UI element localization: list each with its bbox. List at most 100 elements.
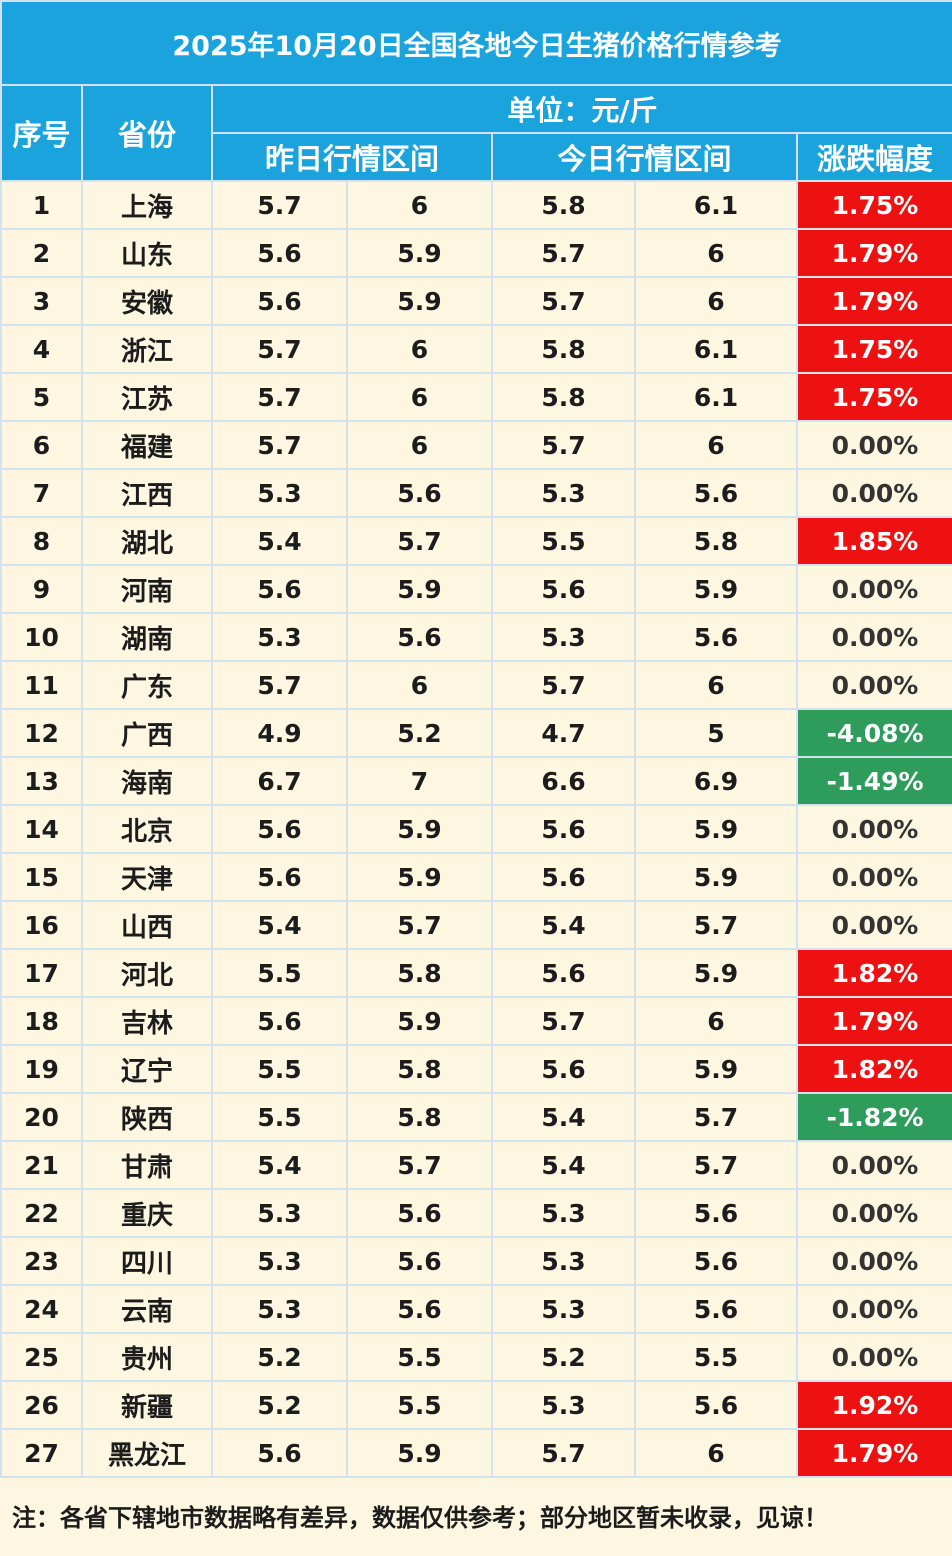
row-yesterday-high: 5.6 <box>346 1284 493 1334</box>
row-yesterday-low: 5.5 <box>211 948 348 998</box>
table-row: 21 甘肃 5.4 5.7 5.4 5.7 0.00% <box>0 1140 952 1190</box>
row-yesterday-high: 6 <box>346 420 493 470</box>
row-yesterday-low: 5.6 <box>211 276 348 326</box>
row-today-high: 5.6 <box>634 1380 798 1430</box>
header-yesterday-range: 昨日行情区间 <box>211 132 493 182</box>
header-row-2: 昨日行情区间 今日行情区间 涨跌幅度 <box>1 132 952 182</box>
row-yesterday-low: 6.7 <box>211 756 348 806</box>
row-today-high: 6 <box>634 996 798 1046</box>
price-table: 2025年10月20日全国各地今日生猪价格行情参考 序号 省份 单位：元/斤 昨… <box>0 0 952 1478</box>
row-today-high: 5.9 <box>634 804 798 854</box>
row-today-low: 5.8 <box>491 180 636 230</box>
row-today-low: 5.3 <box>491 612 636 662</box>
row-province: 新疆 <box>81 1380 213 1430</box>
footnote: 注：各省下辖地市数据略有差异，数据仅供参考；部分地区暂未收录，见谅！ <box>0 1480 952 1556</box>
row-yesterday-low: 5.4 <box>211 1140 348 1190</box>
row-today-high: 5.5 <box>634 1332 798 1382</box>
row-today-high: 5.7 <box>634 1140 798 1190</box>
header-index: 序号 <box>0 84 83 182</box>
header-change: 涨跌幅度 <box>796 132 952 182</box>
row-yesterday-high: 6 <box>346 180 493 230</box>
row-yesterday-high: 5.5 <box>346 1332 493 1382</box>
row-change: 0.00% <box>796 804 952 854</box>
row-today-high: 6 <box>634 228 798 278</box>
row-today-low: 5.8 <box>491 324 636 374</box>
table-row: 6 福建 5.7 6 5.7 6 0.00% <box>0 420 952 470</box>
header-unit: 单位：元/斤 <box>211 84 952 134</box>
page-title: 2025年10月20日全国各地今日生猪价格行情参考 <box>0 0 952 86</box>
row-yesterday-low: 5.7 <box>211 180 348 230</box>
row-yesterday-high: 5.8 <box>346 1092 493 1142</box>
row-index: 11 <box>0 660 83 710</box>
row-today-high: 6 <box>634 420 798 470</box>
row-change: 1.82% <box>796 948 952 998</box>
row-yesterday-high: 5.8 <box>346 1044 493 1094</box>
row-yesterday-high: 6 <box>346 372 493 422</box>
row-index: 9 <box>0 564 83 614</box>
table-row: 27 黑龙江 5.6 5.9 5.7 6 1.79% <box>0 1428 952 1478</box>
row-today-low: 5.3 <box>491 468 636 518</box>
row-yesterday-high: 5.9 <box>346 1428 493 1478</box>
row-province: 云南 <box>81 1284 213 1334</box>
row-today-high: 5.9 <box>634 564 798 614</box>
row-change: 0.00% <box>796 1236 952 1286</box>
row-change: 1.79% <box>796 996 952 1046</box>
row-today-high: 6.1 <box>634 180 798 230</box>
table-row: 22 重庆 5.3 5.6 5.3 5.6 0.00% <box>0 1188 952 1238</box>
row-province: 甘肃 <box>81 1140 213 1190</box>
row-today-low: 5.2 <box>491 1332 636 1382</box>
row-province: 广西 <box>81 708 213 758</box>
row-today-low: 5.6 <box>491 948 636 998</box>
table-row: 12 广西 4.9 5.2 4.7 5 -4.08% <box>0 708 952 758</box>
row-index: 25 <box>0 1332 83 1382</box>
row-change: 0.00% <box>796 1188 952 1238</box>
row-index: 21 <box>0 1140 83 1190</box>
row-index: 23 <box>0 1236 83 1286</box>
row-today-high: 5.9 <box>634 852 798 902</box>
row-province: 重庆 <box>81 1188 213 1238</box>
table-row: 4 浙江 5.7 6 5.8 6.1 1.75% <box>0 324 952 374</box>
row-yesterday-high: 5.7 <box>346 516 493 566</box>
row-today-low: 5.3 <box>491 1284 636 1334</box>
table-row: 23 四川 5.3 5.6 5.3 5.6 0.00% <box>0 1236 952 1286</box>
row-index: 2 <box>0 228 83 278</box>
row-index: 4 <box>0 324 83 374</box>
row-today-low: 5.5 <box>491 516 636 566</box>
row-change: 0.00% <box>796 420 952 470</box>
row-yesterday-low: 5.6 <box>211 1428 348 1478</box>
row-province: 天津 <box>81 852 213 902</box>
row-yesterday-high: 5.9 <box>346 228 493 278</box>
row-index: 7 <box>0 468 83 518</box>
row-today-low: 4.7 <box>491 708 636 758</box>
row-today-high: 5.6 <box>634 468 798 518</box>
row-index: 1 <box>0 180 83 230</box>
row-yesterday-low: 5.2 <box>211 1380 348 1430</box>
table-row: 9 河南 5.6 5.9 5.6 5.9 0.00% <box>0 564 952 614</box>
table-row: 16 山西 5.4 5.7 5.4 5.7 0.00% <box>0 900 952 950</box>
row-province: 山西 <box>81 900 213 950</box>
row-yesterday-high: 5.6 <box>346 1188 493 1238</box>
row-today-high: 5.7 <box>634 900 798 950</box>
row-yesterday-high: 5.6 <box>346 612 493 662</box>
row-change: 0.00% <box>796 1140 952 1190</box>
row-change: -4.08% <box>796 708 952 758</box>
table-row: 20 陕西 5.5 5.8 5.4 5.7 -1.82% <box>0 1092 952 1142</box>
row-today-high: 5.6 <box>634 1236 798 1286</box>
row-change: 0.00% <box>796 1284 952 1334</box>
row-change: 1.82% <box>796 1044 952 1094</box>
row-index: 19 <box>0 1044 83 1094</box>
row-index: 16 <box>0 900 83 950</box>
row-yesterday-low: 5.3 <box>211 1284 348 1334</box>
row-today-low: 5.4 <box>491 1092 636 1142</box>
row-yesterday-low: 4.9 <box>211 708 348 758</box>
table-row: 25 贵州 5.2 5.5 5.2 5.5 0.00% <box>0 1332 952 1382</box>
row-change: 1.75% <box>796 372 952 422</box>
row-change: 0.00% <box>796 1332 952 1382</box>
row-province: 江西 <box>81 468 213 518</box>
row-change: 1.79% <box>796 1428 952 1478</box>
title-row: 2025年10月20日全国各地今日生猪价格行情参考 <box>0 0 952 86</box>
row-index: 10 <box>0 612 83 662</box>
row-province: 陕西 <box>81 1092 213 1142</box>
table-row: 13 海南 6.7 7 6.6 6.9 -1.49% <box>0 756 952 806</box>
row-today-high: 5.8 <box>634 516 798 566</box>
